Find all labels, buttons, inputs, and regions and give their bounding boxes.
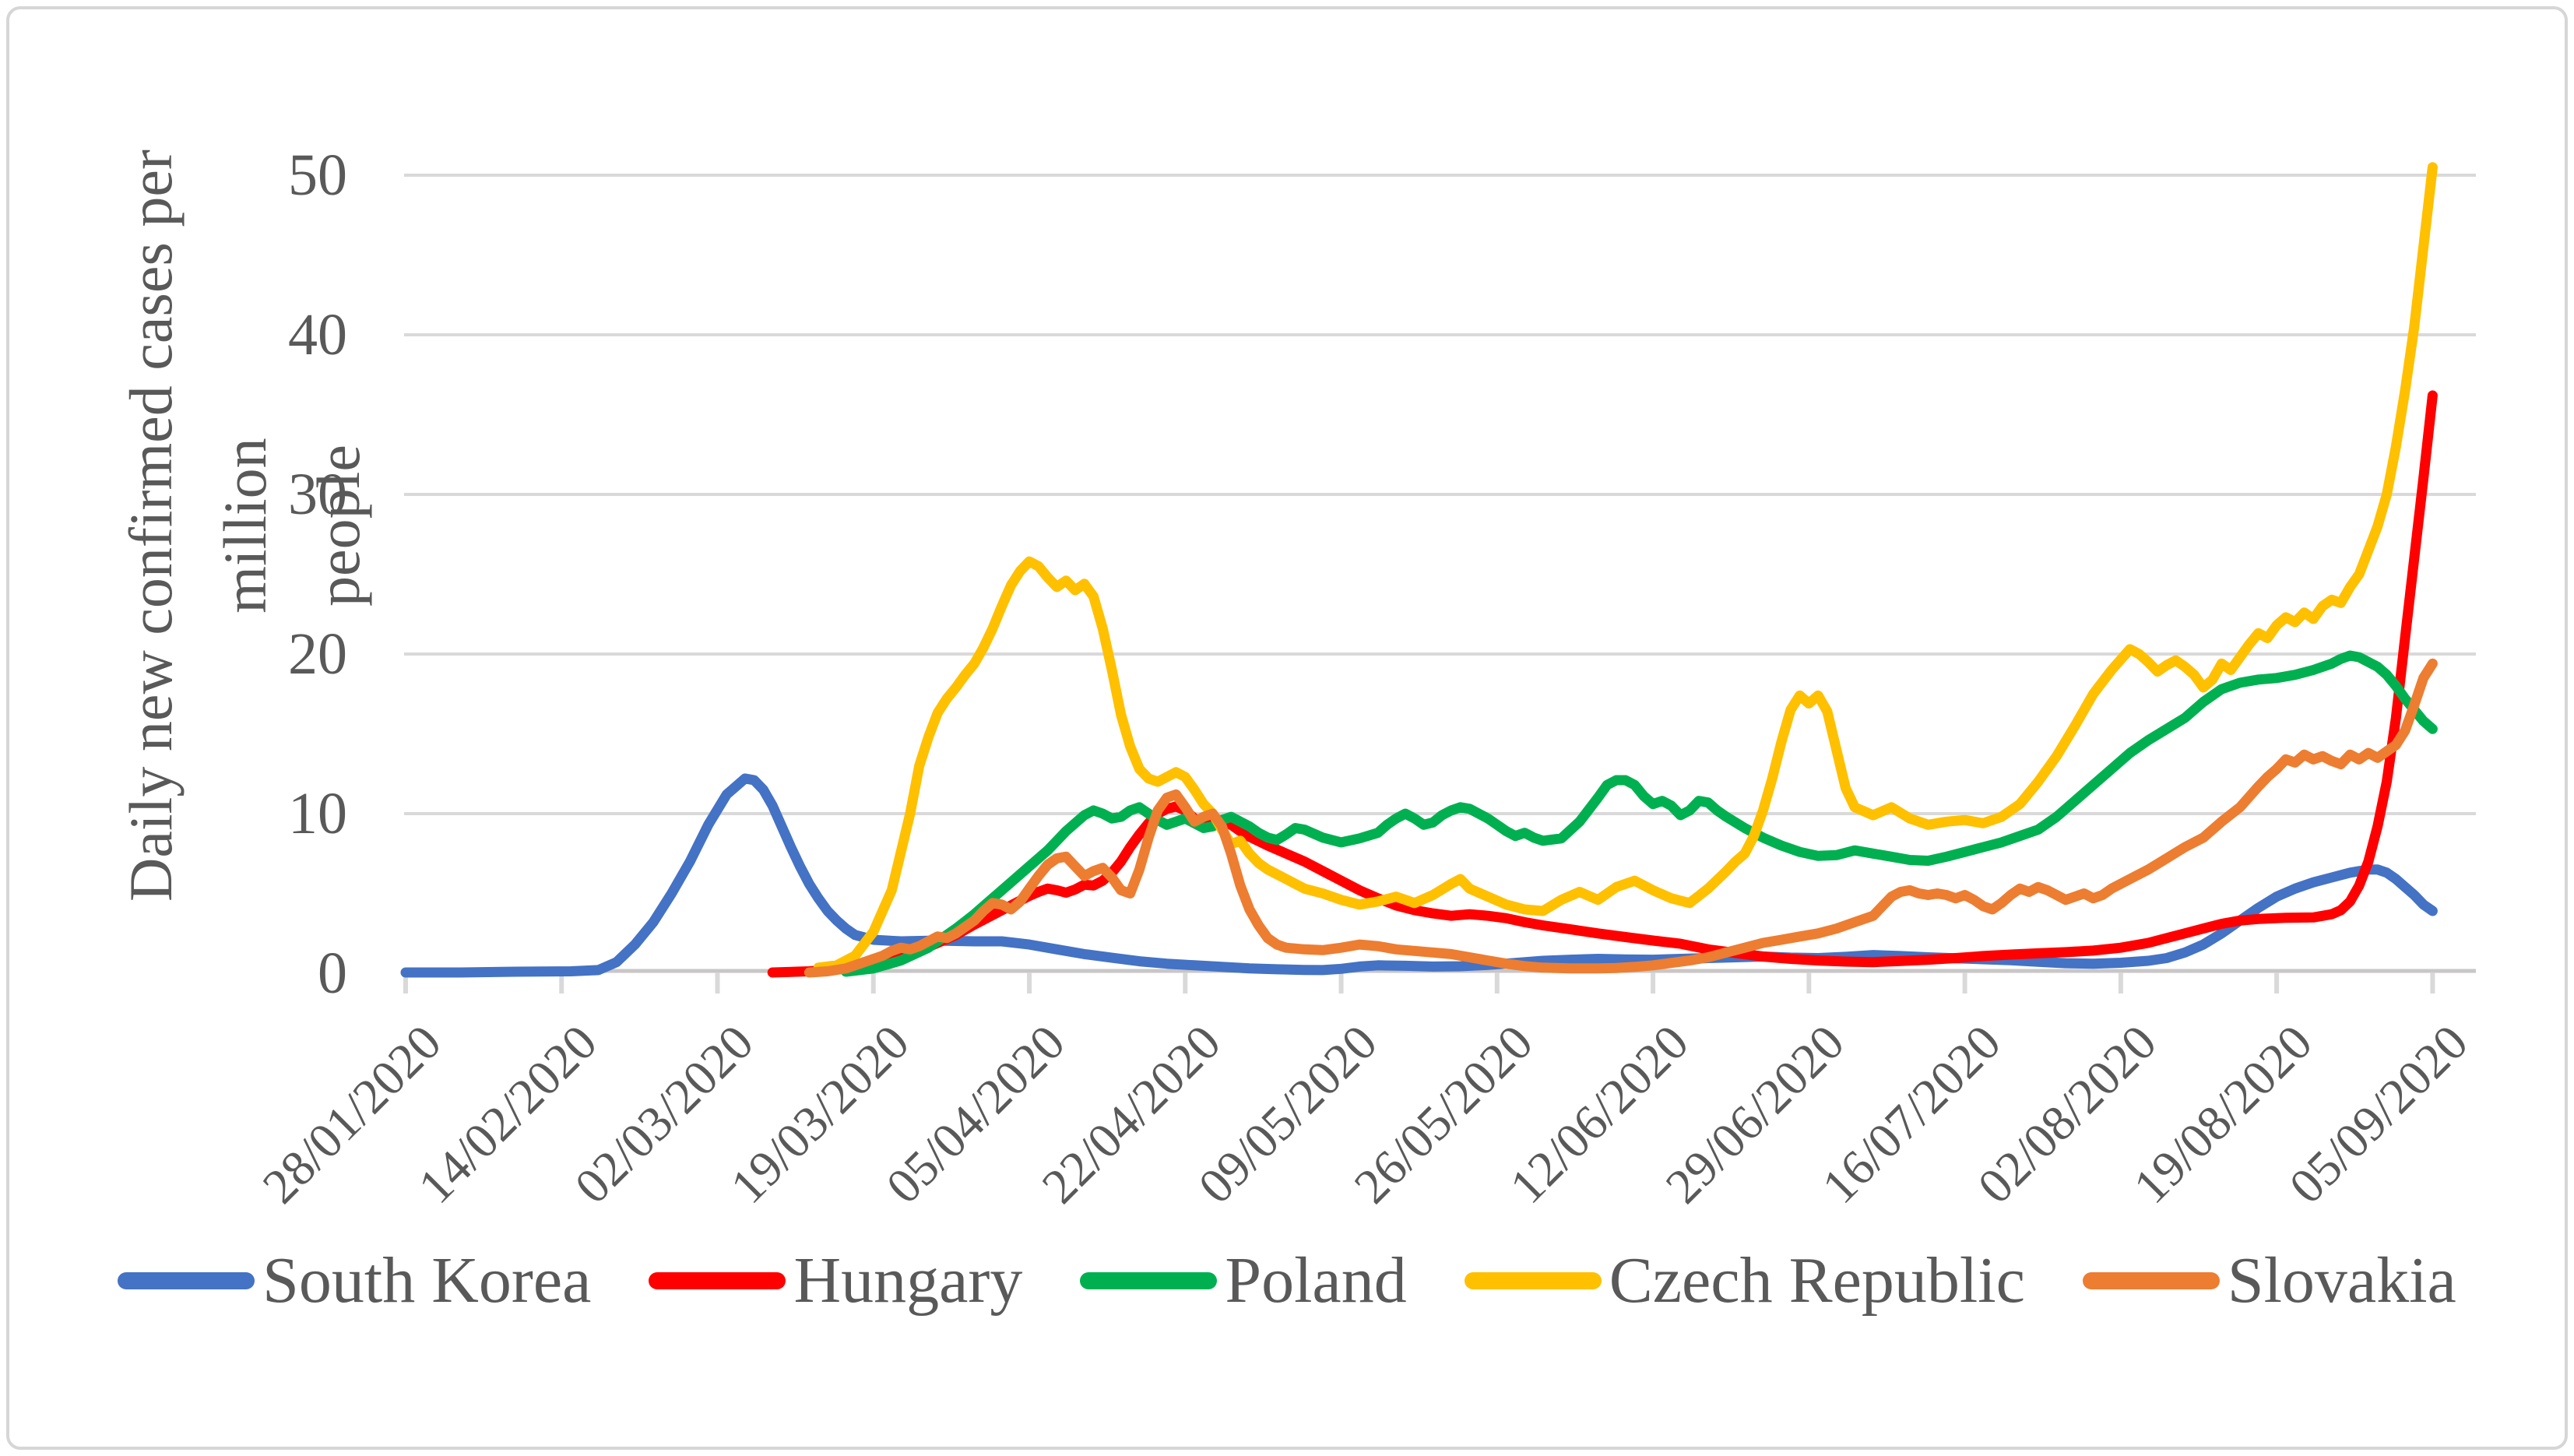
legend-swatch-icon	[649, 1272, 786, 1289]
legend-swatch-icon	[1080, 1272, 1218, 1289]
legend-label: Czech Republic	[1609, 1244, 2025, 1317]
y-tick-label-30: 30	[288, 462, 347, 527]
series-line-poland	[840, 650, 2438, 977]
y-tick-label-0: 0	[318, 941, 347, 1006]
series-line-czech-republic	[813, 162, 2438, 973]
legend-item-hungary: Hungary	[649, 1248, 1022, 1314]
y-tick-label-20: 20	[288, 621, 347, 687]
legend-swatch-icon	[1464, 1272, 1602, 1289]
series-line-slovakia	[803, 658, 2438, 978]
legend-label: Slovakia	[2227, 1244, 2456, 1317]
series-line-south-korea	[400, 773, 2438, 978]
legend-swatch-icon	[2082, 1272, 2220, 1289]
series-line-hungary	[767, 390, 2438, 978]
chart-border	[6, 6, 2568, 1450]
legend-item-poland: Poland	[1080, 1244, 1407, 1317]
legend-item-slovakia: Slovakia	[2082, 1244, 2456, 1317]
y-tick-label-50: 50	[288, 142, 347, 208]
legend-swatch-icon	[118, 1272, 255, 1289]
legend-item-czech-republic: Czech Republic	[1464, 1244, 2025, 1317]
legend-label: Hungary	[793, 1244, 1023, 1317]
legend-label: South Korea	[262, 1244, 592, 1317]
legend-item-south-korea: South Korea	[118, 1248, 591, 1314]
legend: South Korea Hungary Poland Czech Republic Sl…	[0, 1234, 2574, 1328]
legend-label: Poland	[1225, 1244, 1407, 1317]
y-tick-label-40: 40	[288, 302, 347, 368]
y-tick-label-10: 10	[288, 781, 347, 846]
